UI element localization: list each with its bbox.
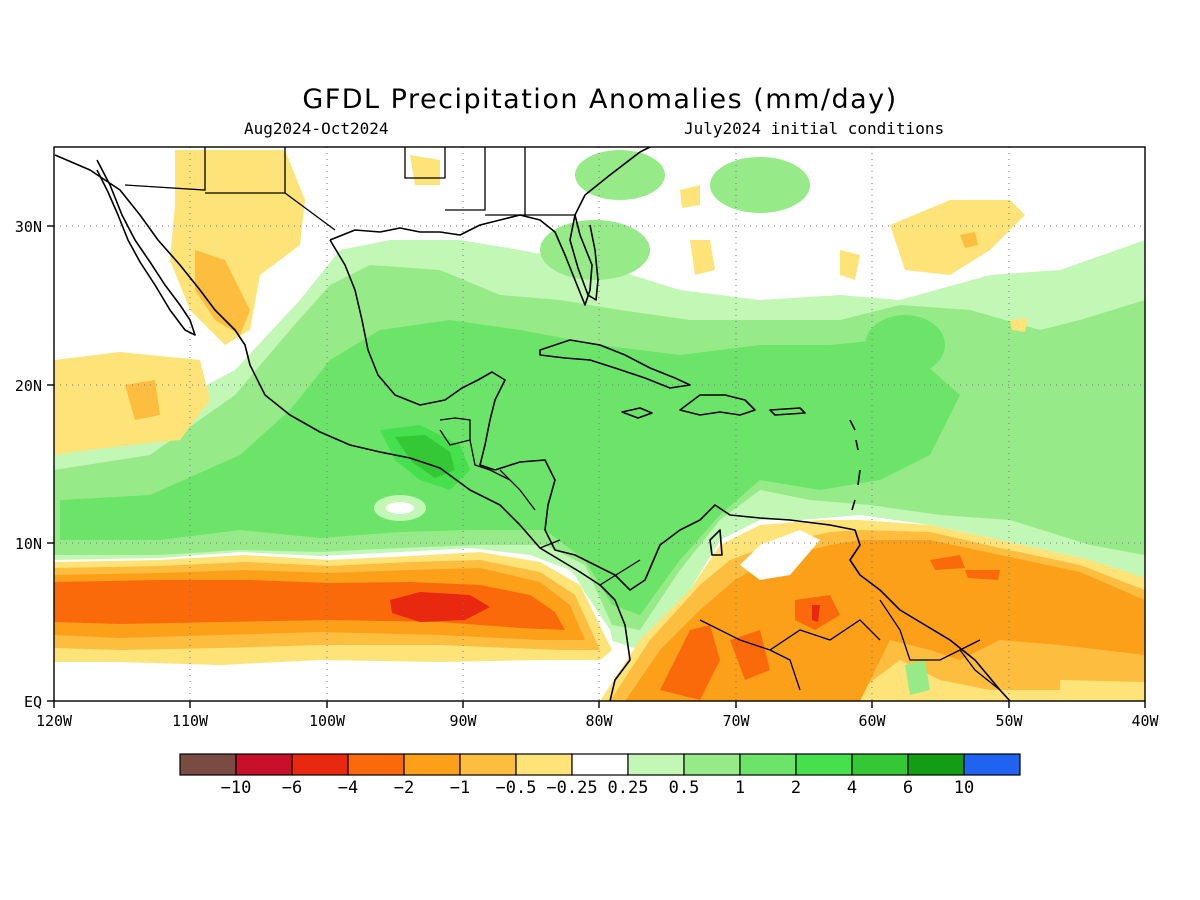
coastlines: [54, 147, 1011, 701]
colorbar-swatch: [235, 753, 293, 776]
colorbar-swatch: [963, 753, 1021, 776]
colorbar-swatch: [403, 753, 461, 776]
colorbar-swatch: [515, 753, 573, 776]
x-tick-label: 100W: [309, 712, 346, 730]
colorbar-label: 0.5: [669, 778, 700, 798]
y-tick-label: 10N: [15, 535, 42, 553]
colorbar-swatch: [907, 753, 965, 776]
colorbar-label: 4: [847, 778, 857, 798]
colorbar-label: −4: [338, 778, 358, 798]
forecast-period: Aug2024-Oct2024: [244, 119, 389, 138]
map-title: GFDL Precipitation Anomalies (mm/day): [302, 84, 898, 115]
x-tick-label: 110W: [172, 712, 209, 730]
colorbar-label: −0.5: [496, 778, 537, 798]
colorbar-swatch: [851, 753, 909, 776]
y-tick-label: 20N: [15, 377, 42, 395]
x-tick-label: 60W: [858, 712, 886, 730]
x-tick-label: 90W: [449, 712, 477, 730]
colorbar-label: −6: [282, 778, 302, 798]
y-tick-label: 30N: [15, 218, 42, 236]
x-tick-label: 120W: [36, 712, 73, 730]
colorbar-swatch: [571, 753, 629, 776]
grid-lines: [54, 147, 1145, 701]
colorbar-swatch: [291, 753, 349, 776]
y-axis-labels: EQ 10N 20N 30N: [15, 218, 42, 711]
colorbar-swatch: [459, 753, 517, 776]
colorbar-swatch: [627, 753, 685, 776]
x-tick-label: 80W: [585, 712, 613, 730]
colorbar-label: 0.25: [608, 778, 649, 798]
initial-conditions: July2024 initial conditions: [684, 119, 945, 138]
political-borders: [124, 147, 1001, 691]
colorbar-label: 10: [954, 778, 974, 798]
x-tick-label: 40W: [1131, 712, 1159, 730]
anomaly-field: [54, 147, 1145, 701]
colorbar-label: 6: [903, 778, 913, 798]
colorbar-label: −1: [450, 778, 470, 798]
colorbar-swatch: [795, 753, 853, 776]
axis-ticks: [47, 225, 1146, 708]
colorbar-label: −0.25: [546, 778, 597, 798]
colorbar: −10 −6 −4 −2 −1 −0.5 −0.25 0.25 0.5 1 2 4 6 10: [179, 753, 1021, 798]
colorbar-label: −2: [394, 778, 414, 798]
x-axis-labels: 120W 110W 100W 90W 80W 70W 60W 50W 40W: [36, 712, 1160, 730]
colorbar-label: −10: [221, 778, 252, 798]
colorbar-swatch: [179, 753, 237, 776]
x-tick-label: 50W: [995, 712, 1023, 730]
colorbar-swatch: [347, 753, 405, 776]
x-tick-label: 70W: [722, 712, 750, 730]
y-tick-label: EQ: [24, 693, 42, 711]
colorbar-label: 1: [735, 778, 745, 798]
colorbar-swatch: [683, 753, 741, 776]
colorbar-label: 2: [791, 778, 801, 798]
colorbar-swatch: [739, 753, 797, 776]
